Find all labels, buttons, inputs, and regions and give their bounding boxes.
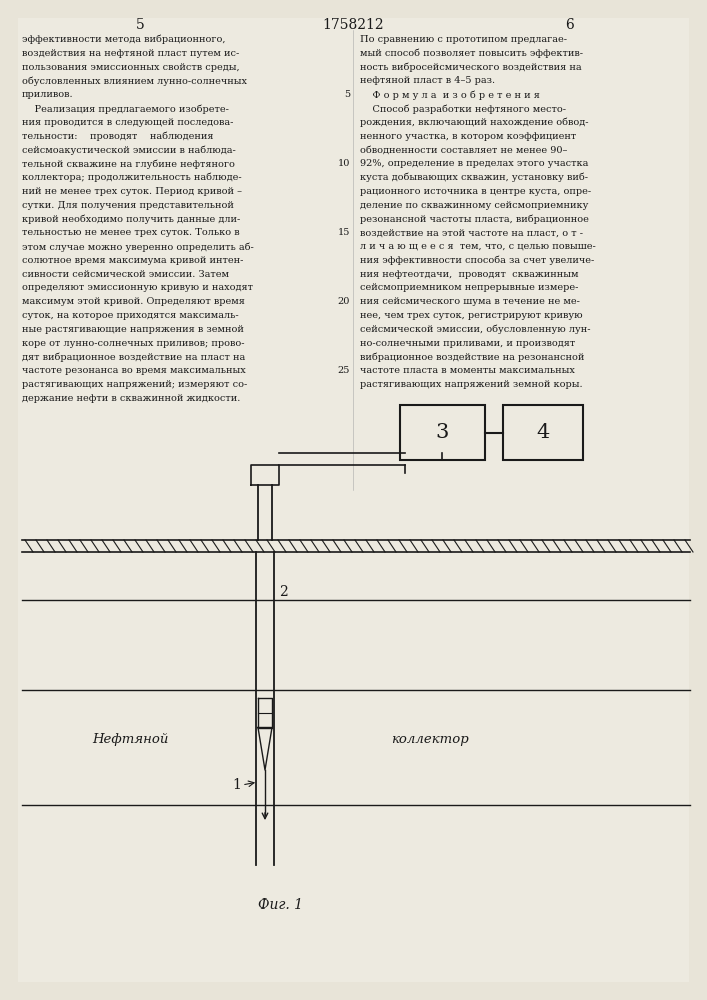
Text: дят вибрационное воздействие на пласт на: дят вибрационное воздействие на пласт на: [22, 352, 245, 362]
Text: ний не менее трех суток. Период кривой –: ний не менее трех суток. Период кривой –: [22, 187, 242, 196]
Text: 20: 20: [338, 297, 350, 306]
Text: л и ч а ю щ е е с я  тем, что, с целью повыше-: л и ч а ю щ е е с я тем, что, с целью по…: [360, 242, 596, 251]
Text: сейсмической эмиссии, обусловленную лун-: сейсмической эмиссии, обусловленную лун-: [360, 325, 590, 334]
Text: 5: 5: [344, 90, 350, 99]
Text: 1: 1: [233, 778, 241, 792]
Text: 15: 15: [338, 228, 350, 237]
Text: максимум этой кривой. Определяют время: максимум этой кривой. Определяют время: [22, 297, 245, 306]
Text: растягивающих напряжений земной коры.: растягивающих напряжений земной коры.: [360, 380, 583, 389]
Text: Ф о р м у л а  и з о б р е т е н и я: Ф о р м у л а и з о б р е т е н и я: [360, 90, 540, 100]
Text: обводненности составляет не менее 90–: обводненности составляет не менее 90–: [360, 145, 568, 154]
Text: мый способ позволяет повысить эффектив-: мый способ позволяет повысить эффектив-: [360, 49, 583, 58]
Text: держание нефти в скважинной жидкости.: держание нефти в скважинной жидкости.: [22, 394, 240, 403]
Text: эффективности метода вибрационного,: эффективности метода вибрационного,: [22, 35, 226, 44]
Text: суток, на которое приходятся максималь-: суток, на которое приходятся максималь-: [22, 311, 239, 320]
Text: коллектор: коллектор: [391, 733, 469, 746]
Text: обусловленных влиянием лунно-солнечных: обусловленных влиянием лунно-солнечных: [22, 76, 247, 86]
Text: 4: 4: [537, 423, 549, 442]
Text: сейсмоакустической эмиссии в наблюда-: сейсмоакустической эмиссии в наблюда-: [22, 145, 235, 155]
Text: тельной скважине на глубине нефтяного: тельной скважине на глубине нефтяного: [22, 159, 235, 169]
Text: 5: 5: [136, 18, 144, 32]
Text: коре от лунно-солнечных приливов; прово-: коре от лунно-солнечных приливов; прово-: [22, 339, 245, 348]
Text: 6: 6: [566, 18, 574, 32]
Text: 1758212: 1758212: [322, 18, 384, 32]
Text: 2: 2: [279, 585, 288, 599]
Text: ния сейсмического шума в течение не ме-: ния сейсмического шума в течение не ме-: [360, 297, 580, 306]
Text: воздействия на нефтяной пласт путем ис-: воздействия на нефтяной пласт путем ис-: [22, 49, 239, 58]
Text: сутки. Для получения представительной: сутки. Для получения представительной: [22, 201, 234, 210]
Text: воздействие на этой частоте на пласт, о т -: воздействие на этой частоте на пласт, о …: [360, 228, 583, 237]
Text: ния эффективности способа за счет увеличе-: ния эффективности способа за счет увелич…: [360, 256, 595, 265]
Text: ненного участка, в котором коэффициент: ненного участка, в котором коэффициент: [360, 132, 576, 141]
Text: растягивающих напряжений; измеряют со-: растягивающих напряжений; измеряют со-: [22, 380, 247, 389]
Text: ния проводится в следующей последова-: ния проводится в следующей последова-: [22, 118, 233, 127]
Text: сивности сейсмической эмиссии. Затем: сивности сейсмической эмиссии. Затем: [22, 270, 229, 279]
Text: частоте резонанса во время максимальных: частоте резонанса во время максимальных: [22, 366, 246, 375]
Text: тельности:    проводят    наблюдения: тельности: проводят наблюдения: [22, 132, 214, 141]
Text: рождения, включающий нахождение обвод-: рождения, включающий нахождение обвод-: [360, 118, 588, 127]
Text: резонансной частоты пласта, вибрационное: резонансной частоты пласта, вибрационное: [360, 214, 589, 224]
Text: кривой необходимо получить данные дли-: кривой необходимо получить данные дли-: [22, 214, 240, 224]
Text: приливов.: приливов.: [22, 90, 74, 99]
Text: 3: 3: [436, 423, 449, 442]
Text: деление по скважинному сейсмоприемнику: деление по скважинному сейсмоприемнику: [360, 201, 588, 210]
Text: этом случае можно уверенно определить аб-: этом случае можно уверенно определить аб…: [22, 242, 254, 251]
Text: ность вибросейсмического воздействия на: ность вибросейсмического воздействия на: [360, 63, 582, 72]
Text: нее, чем трех суток, регистрируют кривую: нее, чем трех суток, регистрируют кривую: [360, 311, 583, 320]
Text: сейсмоприемником непрерывные измере-: сейсмоприемником непрерывные измере-: [360, 283, 578, 292]
Bar: [400, 405, 485, 460]
Text: вибрационное воздействие на резонансной: вибрационное воздействие на резонансной: [360, 352, 585, 362]
Text: но-солнечными приливами, и производят: но-солнечными приливами, и производят: [360, 339, 575, 348]
Text: нефтяной пласт в 4–5 раз.: нефтяной пласт в 4–5 раз.: [360, 76, 495, 85]
Text: 92%, определение в пределах этого участка: 92%, определение в пределах этого участк…: [360, 159, 588, 168]
Text: 25: 25: [338, 366, 350, 375]
Text: тельностью не менее трех суток. Только в: тельностью не менее трех суток. Только в: [22, 228, 240, 237]
Text: 10: 10: [338, 159, 350, 168]
Text: По сравнению с прототипом предлагае-: По сравнению с прототипом предлагае-: [360, 35, 567, 44]
Text: частоте пласта в моменты максимальных: частоте пласта в моменты максимальных: [360, 366, 575, 375]
Text: ные растягивающие напряжения в земной: ные растягивающие напряжения в земной: [22, 325, 244, 334]
Text: Реализация предлагаемого изобрете-: Реализация предлагаемого изобрете-: [22, 104, 229, 113]
Text: пользования эмиссионных свойств среды,: пользования эмиссионных свойств среды,: [22, 63, 240, 72]
Text: Фиг. 1: Фиг. 1: [257, 898, 303, 912]
Text: солютное время максимума кривой интен-: солютное время максимума кривой интен-: [22, 256, 243, 265]
Text: Способ разработки нефтяного место-: Способ разработки нефтяного место-: [360, 104, 566, 113]
Text: определяют эмиссионную кривую и находят: определяют эмиссионную кривую и находят: [22, 283, 253, 292]
Text: ния нефтеотдачи,  проводят  скважинным: ния нефтеотдачи, проводят скважинным: [360, 270, 578, 279]
Bar: [503, 405, 583, 460]
Text: рационного источника в центре куста, опре-: рационного источника в центре куста, опр…: [360, 187, 591, 196]
Text: коллектора; продолжительность наблюде-: коллектора; продолжительность наблюде-: [22, 173, 242, 182]
Text: куста добывающих скважин, установку виб-: куста добывающих скважин, установку виб-: [360, 173, 588, 182]
Text: Нефтяной: Нефтяной: [92, 733, 168, 746]
